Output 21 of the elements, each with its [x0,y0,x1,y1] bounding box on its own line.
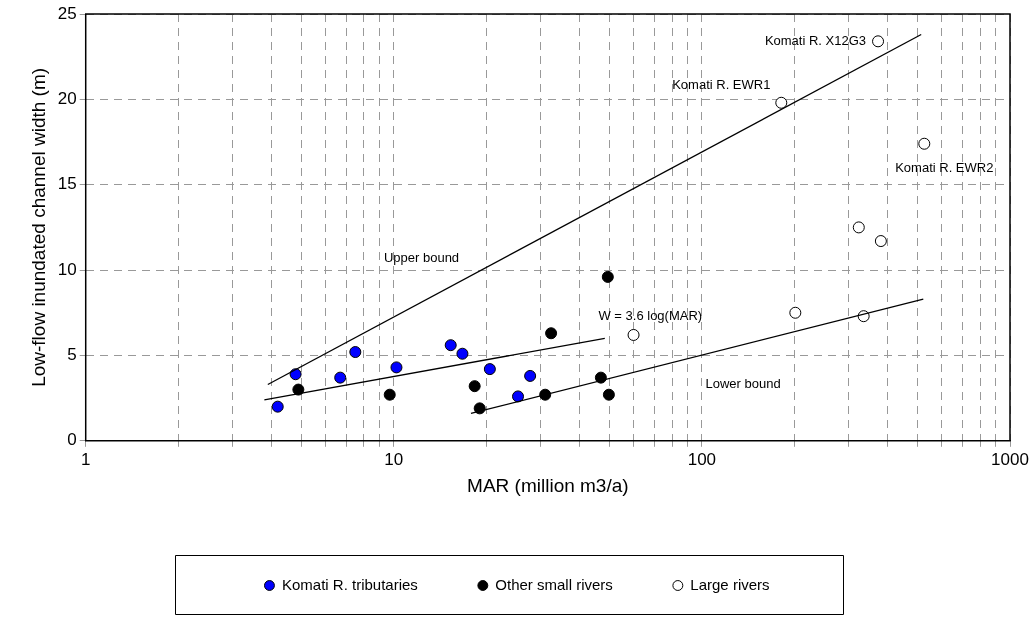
y-tick-label: 5 [67,345,77,365]
annotation: W = 3.6 log(MAR) [598,307,703,323]
annotation: Upper bound [383,249,460,265]
legend-label: Large rivers [690,575,770,593]
x-tick-label: 100 [687,449,717,469]
y-tick-label: 25 [57,3,77,23]
y-tick-label: 10 [57,259,77,279]
legend-label: Other small rivers [495,575,613,593]
annotation: Lower bound [705,376,781,392]
x-tick-label: 1000 [991,449,1029,469]
legend-label: Komati R. tributaries [281,575,418,593]
annotation: Komati R. X12G3 [764,32,867,48]
y-tick-label: 20 [57,89,77,109]
annotation: Komati R. EWR2 [895,160,994,176]
x-tick-label: 1 [80,449,91,469]
y-tick-label: 0 [67,430,77,450]
x-tick-label: 10 [384,449,404,469]
annotation: Komati R. EWR1 [672,77,771,93]
y-axis-title: Low-flow inundated channel width (m) [27,67,49,387]
x-axis-title: MAR (million m3/a) [467,474,629,496]
y-tick-label: 15 [57,174,77,194]
